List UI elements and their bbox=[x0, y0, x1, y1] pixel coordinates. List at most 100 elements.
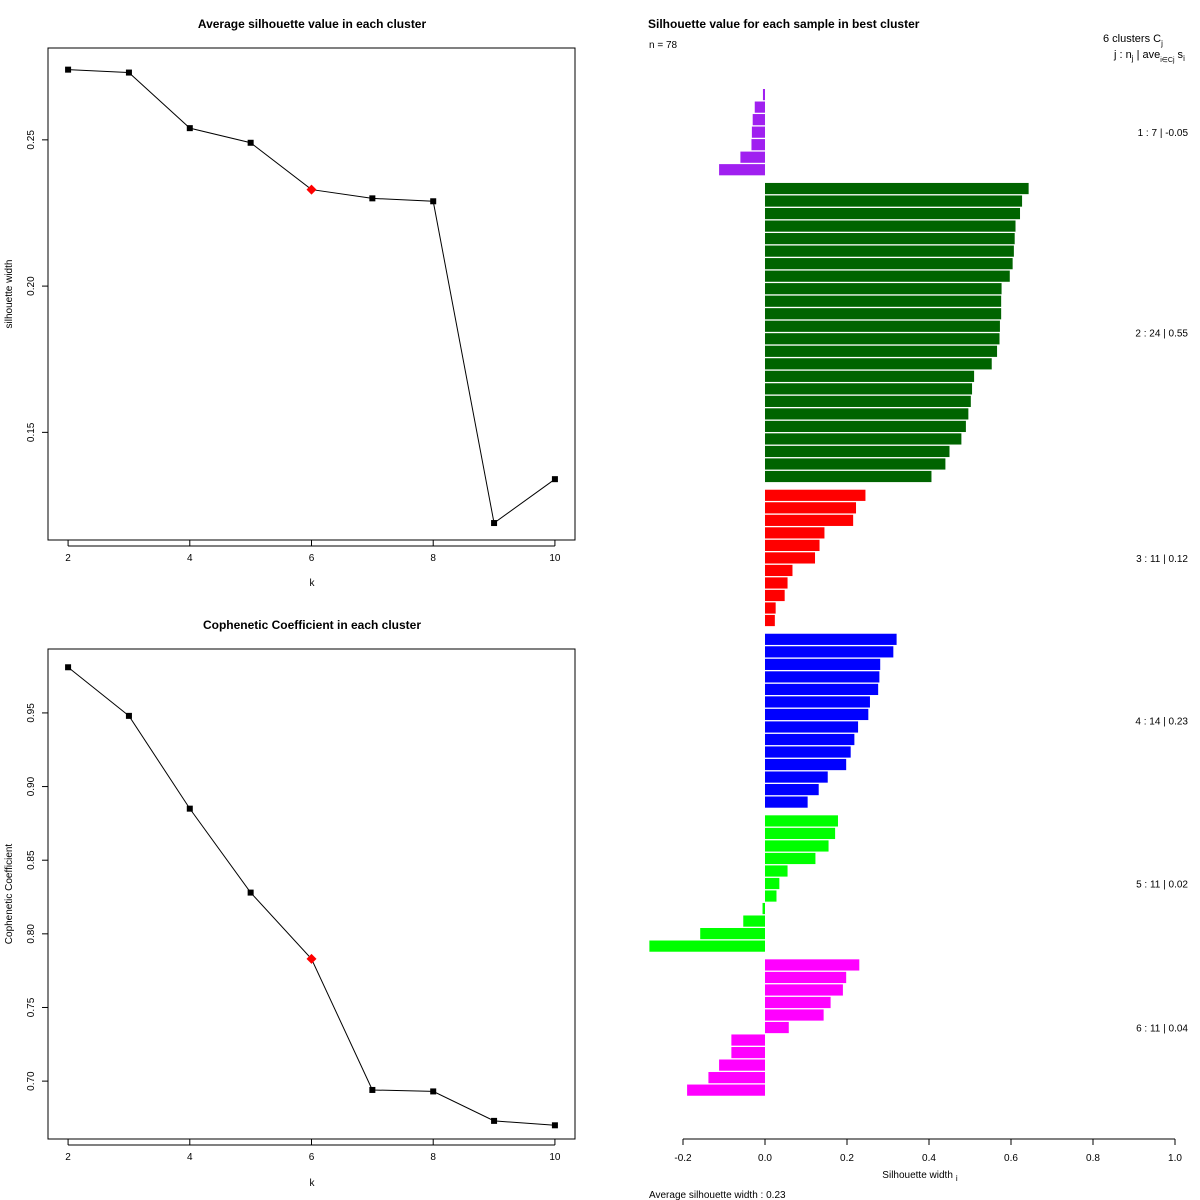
data-point bbox=[247, 889, 254, 896]
silhouette-header-line2: j : nj | avei∈Cj si bbox=[1113, 49, 1185, 64]
silhouette-bar bbox=[765, 865, 788, 877]
silhouette-header-line2-sub2: i∈Cj bbox=[1160, 57, 1175, 64]
silhouette-bar bbox=[765, 696, 870, 708]
silhouette-bar bbox=[765, 633, 897, 645]
silhouette-bar bbox=[765, 182, 1029, 195]
avg-silhouette-plot-frame bbox=[47, 47, 576, 541]
y-tick-label: 0.70 bbox=[26, 1071, 37, 1091]
cophenetic-plot-frame bbox=[47, 648, 576, 1140]
data-point bbox=[551, 476, 558, 483]
silhouette-x-tick-label: 0.0 bbox=[758, 1153, 772, 1164]
data-point bbox=[247, 139, 254, 146]
x-tick-label: 8 bbox=[430, 1152, 436, 1163]
cluster-summary-label: 4 : 14 | 0.23 bbox=[1135, 717, 1188, 728]
silhouette-bar bbox=[765, 721, 859, 733]
cluster-summary-label: 2 : 24 | 0.55 bbox=[1135, 329, 1188, 340]
silhouette-bar bbox=[754, 101, 765, 113]
silhouette-bar bbox=[765, 614, 775, 627]
y-tick-label: 0.90 bbox=[26, 776, 37, 796]
highlight-point bbox=[306, 953, 317, 964]
silhouette-bar bbox=[765, 758, 847, 771]
silhouette-bar bbox=[765, 502, 857, 514]
silhouette-bar bbox=[649, 940, 765, 952]
silhouette-bar bbox=[765, 445, 950, 458]
cophenetic-ylabel: Cophenetic Coefficient bbox=[4, 844, 15, 945]
silhouette-bar bbox=[765, 783, 819, 796]
silhouette-bar bbox=[765, 489, 866, 501]
y-tick-label: 0.20 bbox=[26, 276, 37, 296]
silhouette-bar bbox=[765, 589, 785, 602]
silhouette-bar bbox=[765, 827, 836, 840]
cluster-summary-label: 6 : 11 | 0.04 bbox=[1136, 1024, 1188, 1035]
silhouette-bar bbox=[765, 646, 894, 658]
silhouette-xlabel-sub: i bbox=[956, 1174, 958, 1183]
silhouette-bar bbox=[765, 746, 851, 758]
silhouette-bar bbox=[765, 258, 1013, 270]
silhouette-bar bbox=[765, 890, 777, 902]
silhouette-header-line2-end: s bbox=[1175, 49, 1184, 61]
highlight-point bbox=[306, 184, 317, 195]
silhouette-bar bbox=[765, 840, 829, 852]
series-line bbox=[67, 666, 555, 1126]
avg-silhouette-ylabel: silhouette width bbox=[4, 260, 15, 329]
silhouette-n-label: n = 78 bbox=[649, 40, 678, 51]
silhouette-bar bbox=[765, 602, 776, 614]
avg-silhouette-title: Average silhouette value in each cluster bbox=[198, 17, 427, 31]
silhouette-bar bbox=[765, 815, 838, 827]
silhouette-bar bbox=[765, 195, 1023, 207]
silhouette-bar bbox=[762, 902, 765, 915]
avg-silhouette-panel: Average silhouette value in each cluster… bbox=[4, 17, 576, 589]
silhouette-x-tick-label: 0.4 bbox=[922, 1153, 936, 1164]
y-tick-label: 0.75 bbox=[26, 997, 37, 1017]
x-tick-label: 2 bbox=[65, 553, 71, 564]
silhouette-header-line2-sub3: i bbox=[1183, 54, 1185, 63]
y-tick-label: 0.15 bbox=[26, 422, 37, 442]
cophenetic-title: Cophenetic Coefficient in each cluster bbox=[203, 618, 421, 632]
y-tick-label: 0.95 bbox=[26, 703, 37, 723]
silhouette-bar bbox=[765, 333, 1000, 345]
silhouette-x-tick-label: 0.8 bbox=[1086, 1153, 1100, 1164]
silhouette-header-line1-text: 6 clusters C bbox=[1103, 33, 1161, 45]
silhouette-bar bbox=[765, 220, 1016, 232]
silhouette-bar bbox=[765, 433, 962, 445]
silhouette-bar bbox=[743, 915, 765, 927]
silhouette-header-line1: 6 clusters Cj bbox=[1103, 33, 1163, 48]
silhouette-bar bbox=[765, 658, 881, 670]
silhouette-bar bbox=[765, 308, 1002, 320]
y-tick-label: 0.25 bbox=[26, 130, 37, 150]
silhouette-x-tick-label: -0.2 bbox=[674, 1153, 692, 1164]
x-tick-label: 10 bbox=[549, 1152, 561, 1163]
silhouette-bar bbox=[765, 539, 820, 551]
silhouette-xlabel: Silhouette width i bbox=[882, 1170, 958, 1183]
x-tick-label: 8 bbox=[430, 553, 436, 564]
silhouette-bar bbox=[762, 89, 765, 101]
silhouette-bar bbox=[765, 577, 788, 589]
silhouette-bar bbox=[765, 514, 854, 526]
data-point bbox=[430, 198, 437, 205]
silhouette-bar bbox=[765, 270, 1010, 282]
silhouette-average-label: Average silhouette width : 0.23 bbox=[649, 1190, 786, 1200]
data-point bbox=[186, 125, 193, 132]
silhouette-bar bbox=[765, 527, 825, 539]
silhouette-bar bbox=[765, 671, 880, 683]
silhouette-bar bbox=[765, 984, 843, 996]
data-point bbox=[125, 69, 132, 76]
silhouette-bar bbox=[765, 320, 1000, 332]
silhouette-bar bbox=[765, 458, 946, 470]
silhouette-bar bbox=[765, 408, 969, 420]
cophenetic-xlabel: k bbox=[310, 1178, 316, 1189]
silhouette-bar bbox=[765, 295, 1002, 307]
silhouette-header-line2-text: j : n bbox=[1113, 49, 1132, 61]
silhouette-bar bbox=[687, 1084, 765, 1096]
silhouette-x-tick-label: 1.0 bbox=[1168, 1153, 1182, 1164]
data-point bbox=[491, 520, 498, 527]
silhouette-bar bbox=[765, 796, 808, 808]
silhouette-bar bbox=[731, 1034, 765, 1046]
y-tick-label: 0.80 bbox=[26, 924, 37, 944]
silhouette-bar bbox=[765, 771, 828, 783]
silhouette-bar bbox=[740, 151, 765, 163]
data-point bbox=[65, 66, 72, 73]
silhouette-bar bbox=[765, 733, 855, 746]
cluster-summary-label: 3 : 11 | 0.12 bbox=[1136, 554, 1188, 565]
